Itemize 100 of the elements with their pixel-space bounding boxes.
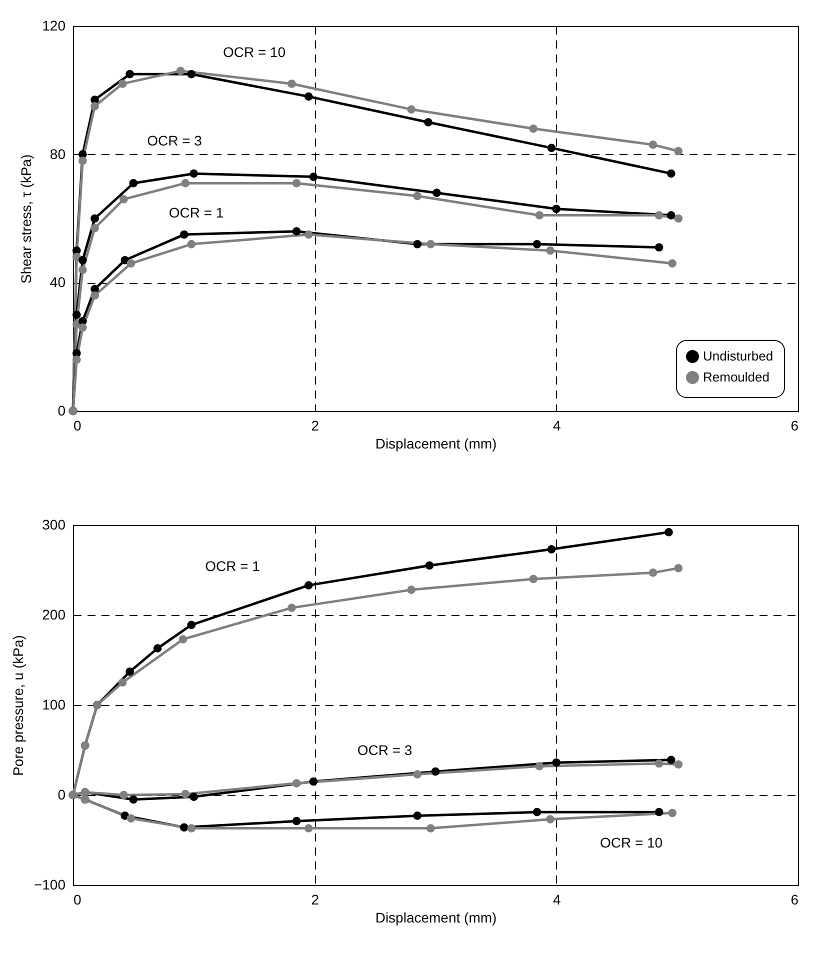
point xyxy=(118,678,127,687)
point xyxy=(288,604,296,612)
point xyxy=(126,668,134,676)
y-tick-label: 120 xyxy=(42,18,66,34)
point xyxy=(126,814,136,823)
point xyxy=(546,815,554,824)
point xyxy=(180,230,188,239)
point xyxy=(292,779,301,788)
point xyxy=(407,105,416,114)
point xyxy=(413,770,422,778)
y-tick-label: 0 xyxy=(58,786,66,802)
x-tick-label: 4 xyxy=(552,418,561,434)
x-tick-label: 4 xyxy=(552,892,561,908)
point xyxy=(72,355,81,364)
point xyxy=(187,70,196,78)
point xyxy=(426,240,435,248)
point xyxy=(304,230,313,239)
annotation: OCR = 10 xyxy=(222,44,286,60)
point xyxy=(666,169,676,178)
x-axis-title: Displacement (mm) xyxy=(375,436,497,452)
point xyxy=(666,756,676,764)
point xyxy=(674,760,683,769)
point xyxy=(413,192,422,200)
point xyxy=(187,620,196,630)
point xyxy=(535,211,544,220)
point xyxy=(78,323,87,332)
point xyxy=(180,823,188,832)
point xyxy=(648,140,658,149)
point xyxy=(304,581,313,590)
point xyxy=(425,561,434,570)
point xyxy=(431,767,440,776)
point xyxy=(190,792,198,801)
x-tick-label: 6 xyxy=(790,892,799,908)
y-tick-label: 200 xyxy=(42,606,66,622)
point xyxy=(129,795,138,804)
point xyxy=(648,568,658,577)
point xyxy=(413,240,422,248)
point xyxy=(426,824,435,832)
point xyxy=(90,224,99,232)
annotation: OCR = 3 xyxy=(147,132,202,148)
point xyxy=(529,574,538,584)
point xyxy=(187,824,196,832)
y-tick-label: 40 xyxy=(50,274,66,290)
point xyxy=(120,195,128,204)
point xyxy=(90,291,99,300)
x-tick-label: 0 xyxy=(74,418,82,434)
x-tick-label: 2 xyxy=(311,892,320,908)
point xyxy=(674,564,683,572)
y-tick-label: 80 xyxy=(50,146,66,162)
point xyxy=(90,102,99,110)
point xyxy=(546,246,554,255)
point xyxy=(120,256,130,264)
y-axis-title: Shear stress, τ (kPa) xyxy=(18,154,34,284)
annotation: OCR = 3 xyxy=(357,742,412,758)
point xyxy=(304,824,313,832)
point xyxy=(664,528,673,536)
point xyxy=(407,586,416,594)
y-tick-label: −100 xyxy=(34,876,66,892)
x-tick-label: 6 xyxy=(790,418,799,434)
annotation: OCR = 1 xyxy=(205,558,260,574)
point xyxy=(90,214,99,223)
x-tick-label: 2 xyxy=(311,418,320,434)
y-tick-label: 300 xyxy=(42,516,66,532)
point xyxy=(304,92,313,101)
point xyxy=(535,762,544,770)
point xyxy=(654,808,664,816)
point xyxy=(674,146,683,156)
point xyxy=(666,211,676,220)
point xyxy=(674,214,683,223)
point xyxy=(654,759,664,768)
point xyxy=(78,266,87,274)
point xyxy=(432,188,441,198)
legend-label: Undisturbed xyxy=(703,348,774,364)
point xyxy=(181,790,190,798)
point xyxy=(126,259,136,268)
point xyxy=(552,204,561,214)
point xyxy=(178,635,188,644)
annotation: OCR = 10 xyxy=(600,834,663,851)
point xyxy=(654,243,664,252)
point xyxy=(288,80,296,88)
point xyxy=(309,777,318,786)
y-tick-label: 100 xyxy=(42,696,66,712)
point xyxy=(654,211,664,220)
point xyxy=(532,240,542,248)
point xyxy=(424,118,432,126)
point xyxy=(552,758,561,767)
point xyxy=(72,310,81,319)
point xyxy=(668,259,677,268)
x-tick-label: 0 xyxy=(74,892,82,908)
point xyxy=(668,808,677,818)
point xyxy=(190,169,198,178)
point xyxy=(78,256,87,264)
point xyxy=(309,172,318,181)
y-tick-label: 0 xyxy=(58,402,66,418)
point xyxy=(547,545,556,554)
point xyxy=(118,80,127,88)
point xyxy=(129,179,138,188)
point xyxy=(292,227,301,236)
point xyxy=(78,156,87,165)
point xyxy=(547,144,556,152)
